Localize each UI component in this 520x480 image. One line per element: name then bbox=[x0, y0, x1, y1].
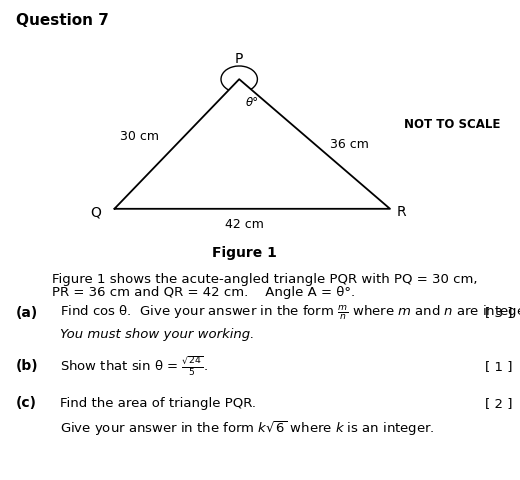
Text: [ 3 ]: [ 3 ] bbox=[485, 306, 512, 320]
Text: P: P bbox=[235, 52, 243, 66]
Text: PR = 36 cm and QR = 42 cm.    Angle A = θ°.: PR = 36 cm and QR = 42 cm. Angle A = θ°. bbox=[52, 286, 355, 300]
Text: Find the area of triangle PQR.: Find the area of triangle PQR. bbox=[60, 396, 256, 410]
Text: (b): (b) bbox=[16, 359, 38, 373]
Text: (c): (c) bbox=[16, 396, 36, 410]
Text: Find cos θ.  Give your answer in the form $\frac{m}{n}$ where $m$ and $n$ are in: Find cos θ. Give your answer in the form… bbox=[60, 304, 520, 322]
Text: NOT TO SCALE: NOT TO SCALE bbox=[404, 118, 501, 132]
Text: Question 7: Question 7 bbox=[16, 13, 109, 28]
Text: 42 cm: 42 cm bbox=[225, 218, 264, 231]
Text: [ 2 ]: [ 2 ] bbox=[485, 396, 512, 410]
Text: (a): (a) bbox=[16, 306, 38, 320]
Text: R: R bbox=[396, 205, 406, 219]
Text: Show that sin θ = $\frac{\sqrt{24}}{5}$.: Show that sin θ = $\frac{\sqrt{24}}{5}$. bbox=[60, 355, 208, 378]
Text: Figure 1 shows the acute-angled triangle PQR with PQ = 30 cm,: Figure 1 shows the acute-angled triangle… bbox=[52, 273, 477, 286]
Text: 36 cm: 36 cm bbox=[330, 137, 369, 151]
Text: Give your answer in the form $k\sqrt{6}$ where $k$ is an integer.: Give your answer in the form $k\sqrt{6}$… bbox=[60, 419, 435, 438]
Text: θ°: θ° bbox=[245, 96, 258, 109]
Text: Figure 1: Figure 1 bbox=[212, 246, 277, 260]
Text: Q: Q bbox=[90, 205, 101, 219]
Text: You must show your working.: You must show your working. bbox=[60, 328, 254, 341]
Text: [ 1 ]: [ 1 ] bbox=[485, 360, 512, 373]
Text: 30 cm: 30 cm bbox=[120, 130, 159, 144]
